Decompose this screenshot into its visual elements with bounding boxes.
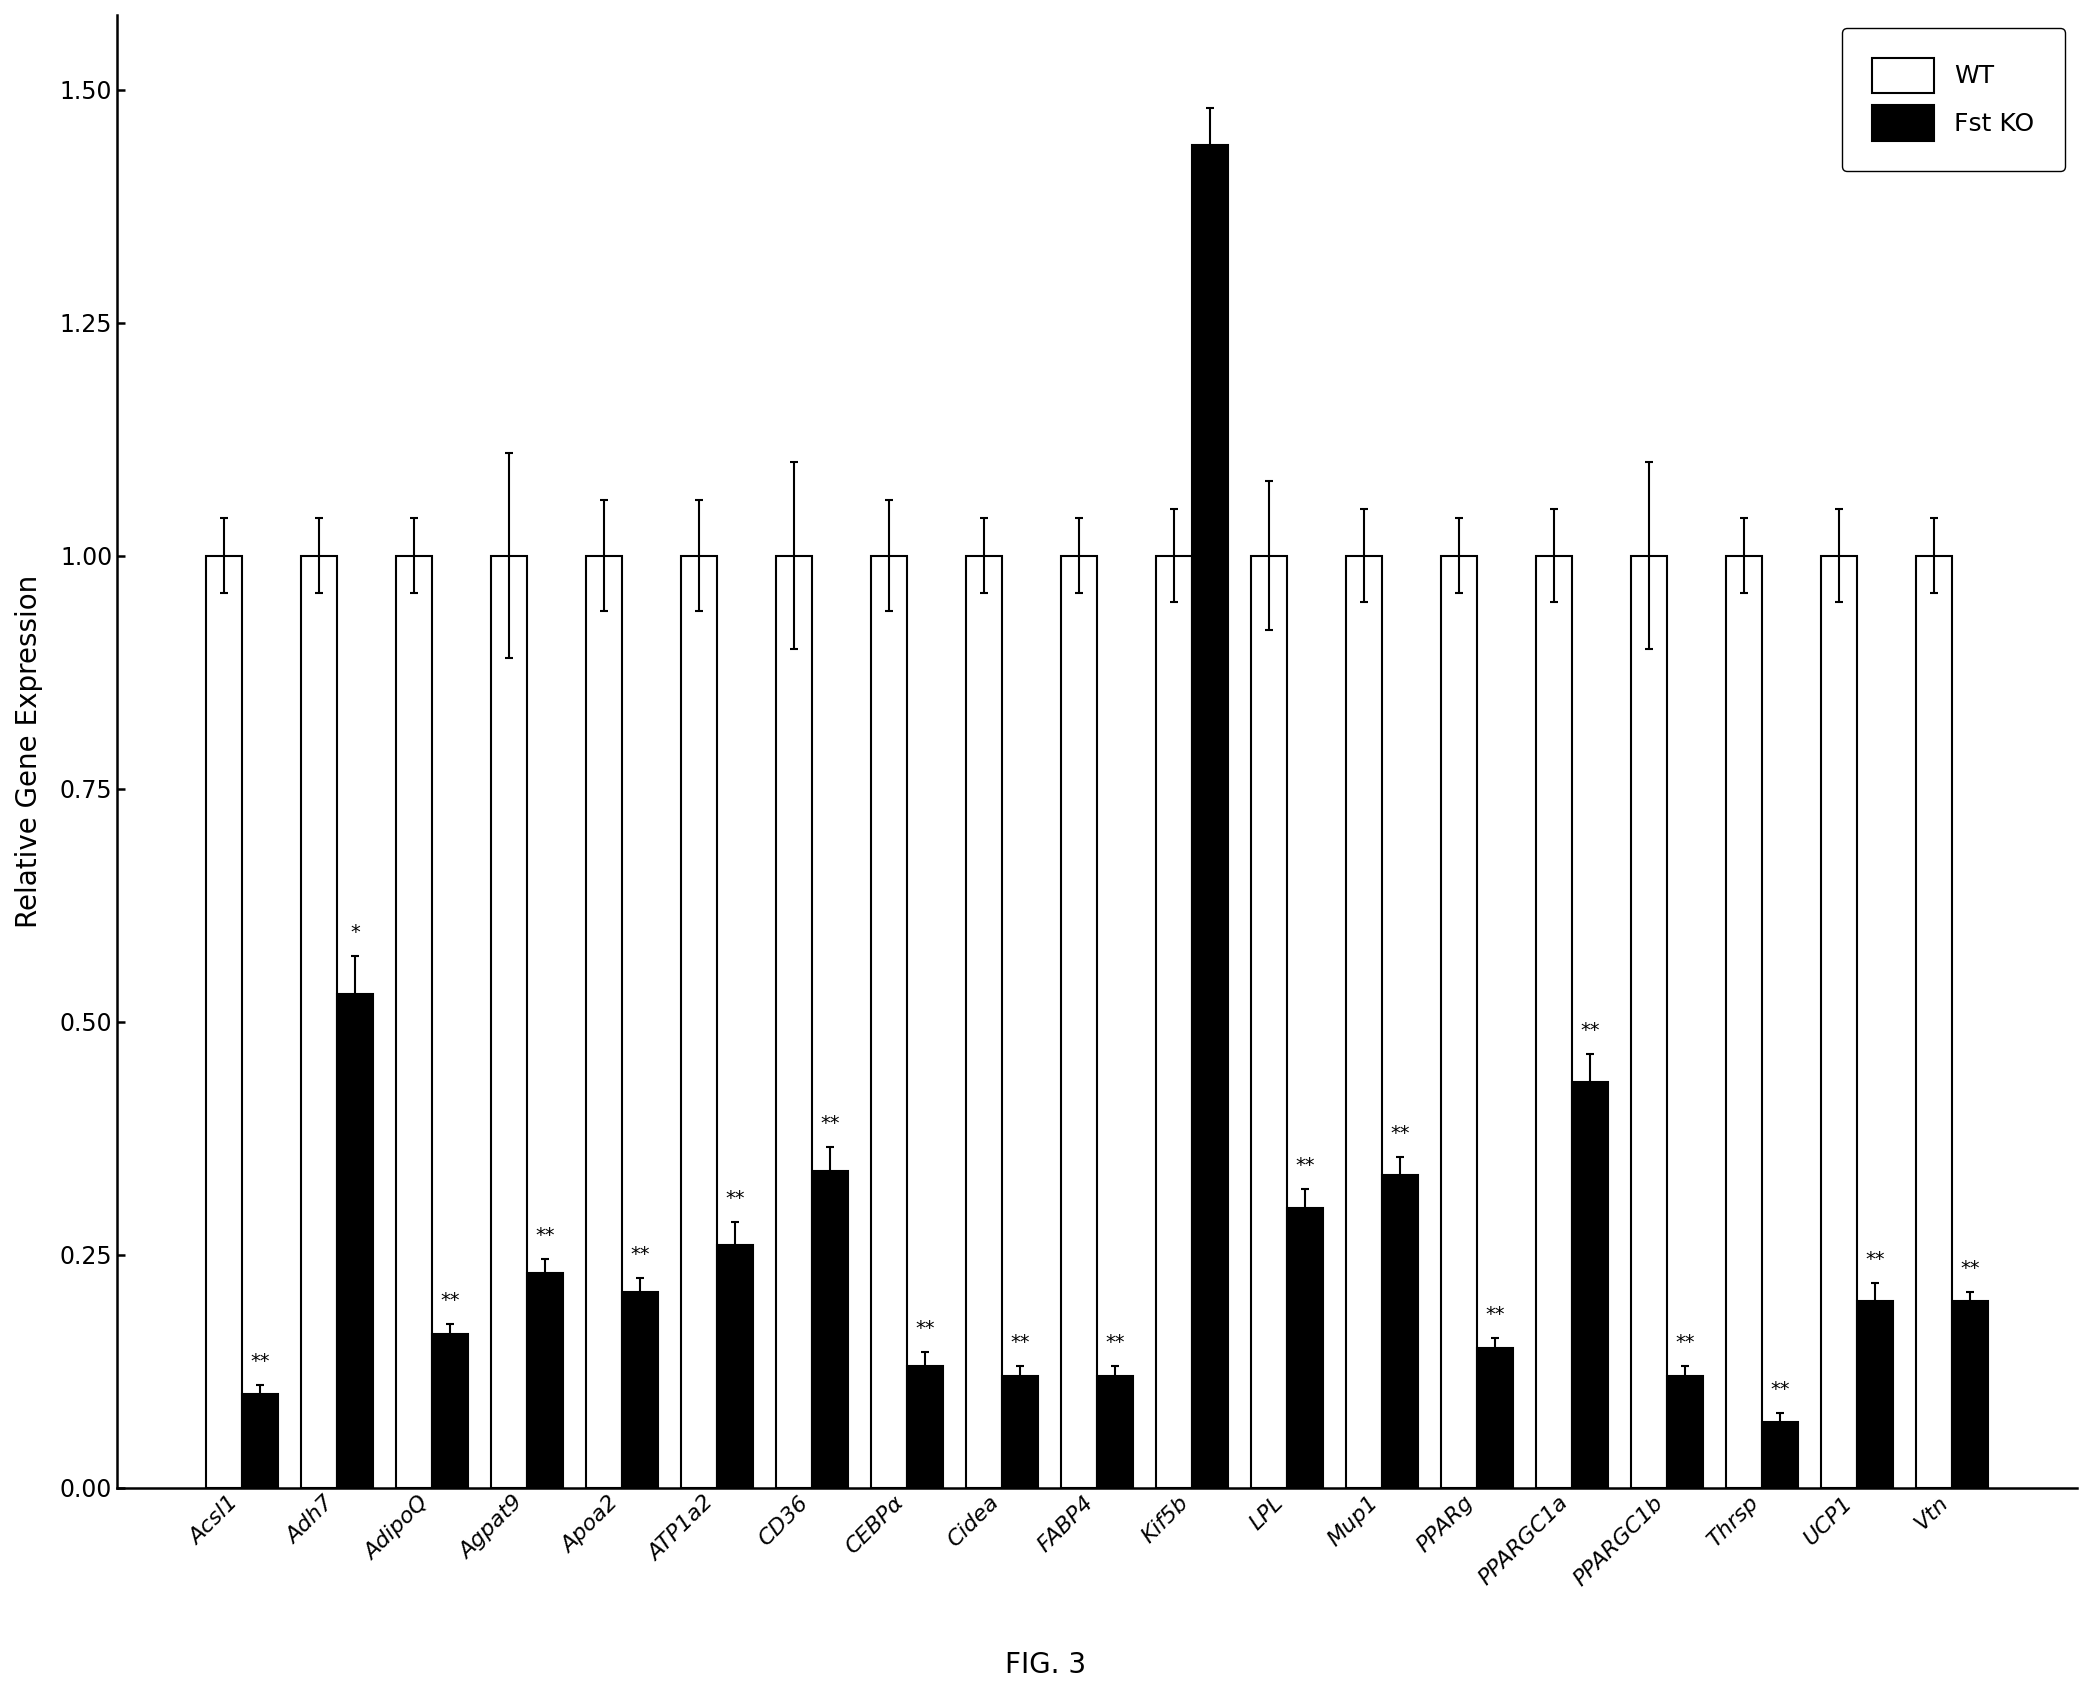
Bar	[1002, 1376, 1038, 1487]
Bar	[301, 555, 337, 1487]
Text: **: **	[1391, 1123, 1410, 1142]
Text: **: **	[1295, 1156, 1314, 1176]
Bar	[870, 555, 908, 1487]
Bar	[337, 993, 372, 1487]
Bar	[1345, 555, 1383, 1487]
Bar	[812, 1171, 847, 1487]
Legend: WT, Fst KO: WT, Fst KO	[1841, 27, 2065, 171]
Bar	[682, 555, 718, 1487]
Bar	[243, 1395, 278, 1487]
Bar	[908, 1366, 943, 1487]
Bar	[1477, 1349, 1513, 1487]
Text: **: **	[1770, 1379, 1789, 1400]
Bar	[1287, 1209, 1322, 1487]
Text: **: **	[1960, 1258, 1979, 1279]
Bar	[1858, 1301, 1893, 1487]
Bar	[1952, 1301, 1987, 1487]
Bar	[1820, 555, 1858, 1487]
Text: **: **	[1105, 1333, 1125, 1352]
Y-axis label: Relative Gene Expression: Relative Gene Expression	[15, 575, 44, 929]
Text: **: **	[1866, 1250, 1885, 1268]
Text: **: **	[1579, 1021, 1600, 1040]
Bar	[492, 555, 527, 1487]
Bar	[718, 1246, 753, 1487]
Text: **: **	[251, 1352, 270, 1371]
Text: **: **	[630, 1244, 651, 1263]
Bar	[621, 1292, 659, 1487]
Text: **: **	[1485, 1306, 1504, 1325]
Text: *: *	[351, 923, 360, 942]
Bar	[1441, 555, 1477, 1487]
Bar	[1761, 1422, 1797, 1487]
Bar	[1251, 555, 1287, 1487]
Text: **: **	[916, 1320, 935, 1338]
Bar	[1726, 555, 1761, 1487]
Text: **: **	[1676, 1333, 1695, 1352]
Bar	[1667, 1376, 1703, 1487]
Text: FIG. 3: FIG. 3	[1006, 1651, 1086, 1680]
Bar	[433, 1333, 469, 1487]
Bar	[1096, 1376, 1134, 1487]
Text: **: **	[726, 1190, 745, 1209]
Bar	[207, 555, 243, 1487]
Bar	[1916, 555, 1952, 1487]
Bar	[1632, 555, 1667, 1487]
Bar	[1061, 555, 1096, 1487]
Text: **: **	[820, 1115, 841, 1133]
Bar	[527, 1273, 563, 1487]
Bar	[395, 555, 433, 1487]
Text: **: **	[1010, 1333, 1029, 1352]
Bar	[1383, 1176, 1418, 1487]
Bar	[776, 555, 812, 1487]
Bar	[1157, 555, 1192, 1487]
Bar	[1536, 555, 1571, 1487]
Bar	[967, 555, 1002, 1487]
Bar	[1571, 1082, 1609, 1487]
Bar	[1192, 145, 1228, 1487]
Text: **: **	[536, 1226, 554, 1246]
Text: **: **	[441, 1292, 460, 1311]
Bar	[586, 555, 621, 1487]
